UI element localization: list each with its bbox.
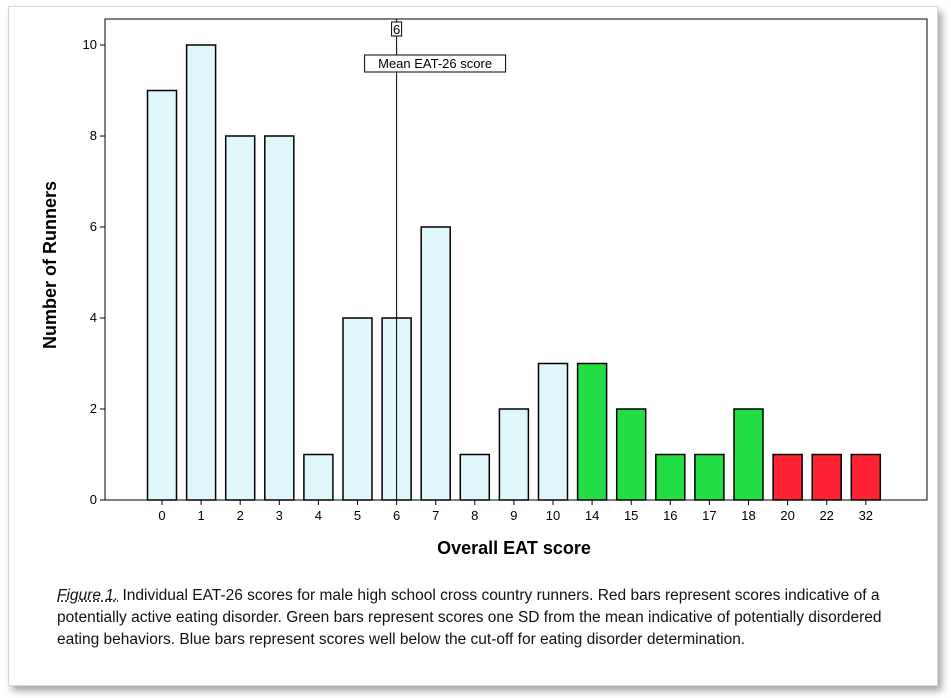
- bar: [420, 226, 451, 501]
- x-tick-label: 10: [546, 508, 560, 523]
- y-tick-label: 10: [83, 37, 97, 52]
- bar: [264, 135, 295, 501]
- x-tick-label: 7: [432, 508, 439, 523]
- bar: [615, 408, 647, 501]
- bar: [303, 453, 334, 501]
- mean-annotation: 6 Mean EAT-26 score: [364, 19, 507, 500]
- y-tick-label: 6: [90, 219, 97, 234]
- bar: [772, 453, 803, 501]
- x-tick-label: 1: [197, 508, 204, 523]
- x-tick-label: 32: [859, 508, 873, 523]
- x-tick-label: 2: [237, 508, 244, 523]
- x-tick-label: 6: [393, 508, 400, 523]
- bar: [850, 453, 882, 501]
- figure-label: Figure 1.: [57, 587, 119, 604]
- mean-label-box: [364, 54, 507, 73]
- x-tick-label: 15: [624, 508, 638, 523]
- x-tick-label: 3: [276, 508, 283, 523]
- y-axis: 0 2 4 6 8 10: [83, 37, 105, 507]
- x-tick-label: 4: [315, 508, 322, 523]
- x-tick-label: 22: [819, 508, 833, 523]
- y-tick-label: 8: [90, 128, 97, 143]
- x-tick-label: 8: [471, 508, 478, 523]
- x-tick-label: 9: [510, 508, 517, 523]
- x-tick-label: 0: [158, 508, 165, 523]
- bar: [224, 135, 256, 501]
- bar: [459, 453, 491, 501]
- y-tick-label: 0: [90, 492, 97, 507]
- bar-chart: 0 2 4 6 8 10 0 1 2 3 4 5 6 7 8 9 10 14 15 16 17 18 20 22 32 6 Me…: [40, 18, 928, 558]
- y-tick-label: 4: [90, 310, 97, 325]
- x-tick-label: 16: [663, 508, 677, 523]
- bar: [537, 362, 569, 501]
- caption-text: Individual EAT-26 scores for male high s…: [57, 587, 882, 648]
- x-tick-label: 20: [780, 508, 794, 523]
- bar: [146, 89, 178, 501]
- bar: [811, 453, 842, 501]
- bar: [342, 317, 373, 501]
- y-tick-label: 2: [90, 401, 97, 416]
- x-tick-label: 18: [741, 508, 755, 523]
- y-axis-title: Number of Runners: [40, 181, 60, 349]
- x-tick-label: 17: [702, 508, 716, 523]
- bar: [733, 408, 764, 501]
- bar: [498, 408, 530, 501]
- bar: [655, 453, 686, 501]
- mean-marker-label: 6: [393, 22, 400, 37]
- x-axis-title: Overall EAT score: [437, 538, 591, 558]
- mean-label: Mean EAT-26 score: [378, 56, 492, 71]
- bar: [694, 453, 725, 501]
- x-axis: 0 1 2 3 4 5 6 7 8 9 10 14 15 16 17 18 20 22 32: [158, 500, 873, 523]
- mean-marker-box: [391, 21, 403, 37]
- figure-caption: Figure 1. Individual EAT-26 scores for m…: [57, 585, 927, 651]
- x-tick-label: 5: [354, 508, 361, 523]
- x-tick-label: 14: [585, 508, 599, 523]
- bar: [576, 362, 608, 501]
- bar: [185, 44, 217, 501]
- figure-frame: 0 2 4 6 8 10 0 1 2 3 4 5 6 7 8 9 10 14 15 16 17 18 20 22 32 6 Me…: [8, 6, 938, 686]
